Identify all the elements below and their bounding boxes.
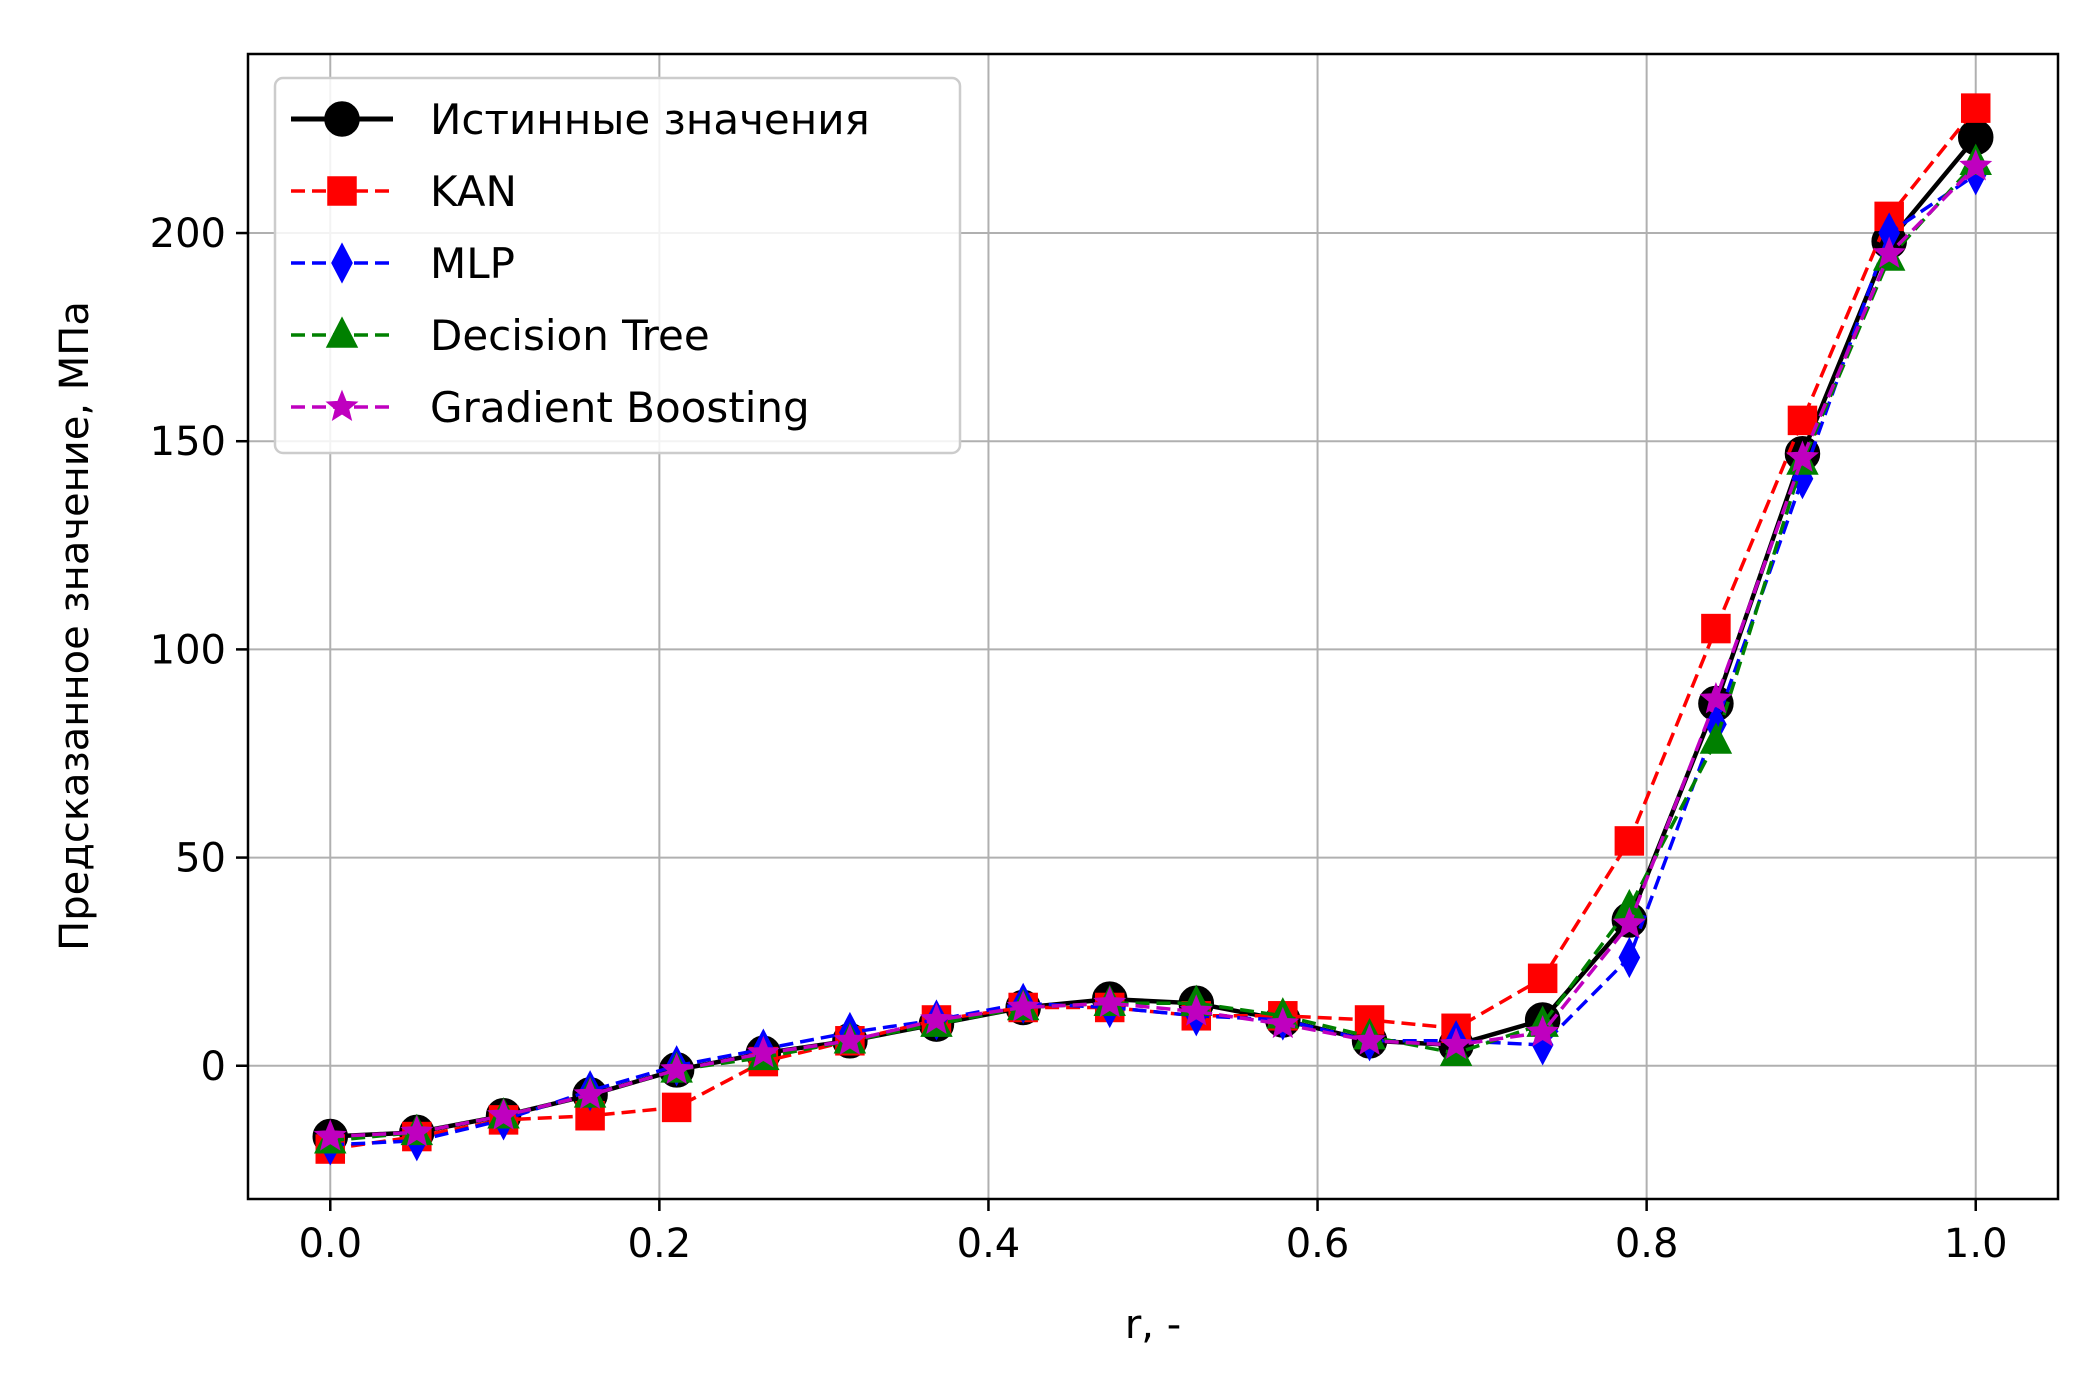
y-axis-title: Предсказанное значение, МПа <box>52 301 98 951</box>
legend-label: KAN <box>430 167 517 216</box>
legend-marker <box>325 389 359 422</box>
data-point <box>1527 963 1558 994</box>
legend-entry: MLP <box>291 239 515 288</box>
data-point <box>1439 1027 1473 1059</box>
data-point <box>1266 1006 1300 1039</box>
y-tick-label: 200 <box>150 211 226 257</box>
data-point <box>1618 936 1641 979</box>
legend-box <box>273 76 962 455</box>
legend-marker <box>324 101 360 137</box>
grid-lines <box>248 54 2058 1199</box>
data-point <box>1614 826 1645 856</box>
legend-marker <box>331 242 353 284</box>
axis-ticks: 0.0 0.2 0.4 0.6 0.8 1.0 0 50 100 150 200 <box>150 211 2008 1267</box>
y-tick-label: 100 <box>150 627 226 673</box>
y-tick-label: 150 <box>150 419 226 465</box>
legend-label: Decision Tree <box>430 311 710 360</box>
legend-entry: KAN <box>291 167 517 216</box>
data-point <box>1526 1015 1560 1047</box>
series-4 <box>313 149 1993 1151</box>
x-tick-label: 0.4 <box>957 1221 1021 1267</box>
x-tick-label: 0.2 <box>628 1221 692 1267</box>
data-point <box>487 1098 521 1130</box>
legend: Истинные значения KAN MLP Decision Tree Grad… <box>273 76 962 455</box>
x-tick-label: 1.0 <box>1944 1221 2008 1267</box>
data-point <box>1872 236 1906 268</box>
x-tick-label: 0.0 <box>298 1221 362 1267</box>
data-point <box>661 1092 692 1123</box>
legend-entry: Истинные значения <box>291 95 870 144</box>
data-point <box>1699 682 1733 714</box>
data-point <box>1787 405 1818 436</box>
legend-entry: Decision Tree <box>291 311 710 360</box>
data-point <box>1959 149 1993 181</box>
legend-marker <box>325 316 359 348</box>
data-point <box>1960 93 1991 123</box>
data-point <box>660 1052 694 1084</box>
data-point <box>1612 906 1646 939</box>
legend-label: Gradient Boosting <box>430 383 810 432</box>
data-point <box>1699 722 1733 754</box>
x-tick-label: 0.6 <box>1286 1221 1350 1267</box>
x-tick-label: 0.8 <box>1615 1221 1679 1267</box>
data-point <box>1701 613 1731 644</box>
data-point <box>313 1119 347 1151</box>
legend-label: Истинные значения <box>430 95 870 144</box>
data-point <box>1353 1023 1387 1055</box>
data-point <box>1093 985 1127 1018</box>
data-point <box>1785 440 1819 472</box>
data-point <box>400 1115 434 1147</box>
data-point <box>833 1023 867 1055</box>
data-point <box>1006 990 1040 1022</box>
y-tick-label: 50 <box>175 836 226 882</box>
plot-frame <box>246 52 2060 1201</box>
legend-marker <box>327 176 357 206</box>
data-point <box>1179 994 1213 1026</box>
series-layer <box>312 93 1994 1166</box>
legend-entry: Gradient Boosting <box>291 383 810 432</box>
data-point <box>746 1035 780 1068</box>
series-line <box>330 173 1977 1147</box>
y-tick-label: 0 <box>201 1044 226 1090</box>
x-axis-title: r, - <box>1125 1302 1181 1348</box>
data-point <box>919 1002 953 1035</box>
legend-label: MLP <box>430 239 515 288</box>
data-point <box>573 1077 607 1109</box>
